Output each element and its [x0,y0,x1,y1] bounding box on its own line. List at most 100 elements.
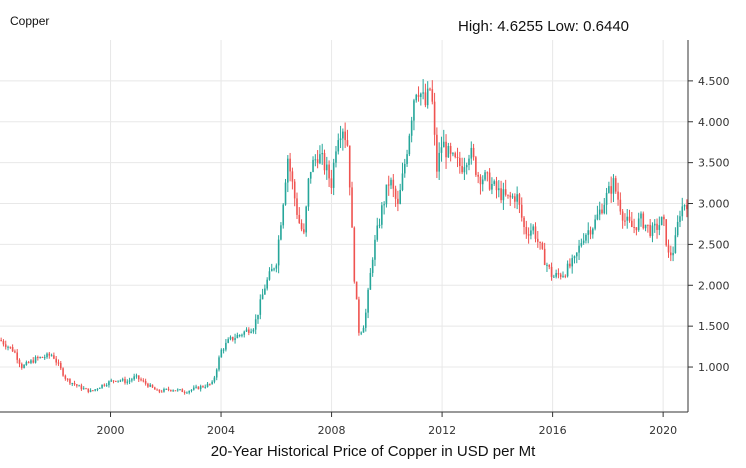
candle-body [57,362,60,364]
candle-body [87,388,90,392]
candle-body [238,334,241,336]
candle-body [160,391,163,393]
candle-body [48,353,51,356]
candle-body [252,329,255,332]
candle-body [367,289,369,313]
candle-body [592,228,594,235]
candle-body [186,392,188,394]
x-tick-label: 2016 [539,424,567,437]
candle-body [594,219,596,229]
candle-body [491,183,493,190]
candle-body [218,357,220,370]
candle-body [429,88,431,90]
candle-body [681,206,684,217]
x-tick-label: 2004 [207,424,235,437]
candle-body [117,380,119,382]
candle-body [241,334,243,336]
candle-body [206,383,209,387]
candle-body [319,154,321,164]
candle-body [103,384,106,386]
candle-body [55,358,57,363]
candle-body [683,205,686,207]
candle-body [422,92,424,94]
candle-body [213,377,216,382]
candle-body [502,189,505,201]
candle-body [0,340,2,342]
candle-body [399,189,401,204]
candle-body [472,147,475,158]
candle-body [273,268,275,270]
candle-body [406,154,408,164]
candle-body [287,158,289,183]
candle-body [330,178,333,188]
x-tick-label: 2012 [428,424,456,437]
candle-body [202,386,204,388]
candle-body [137,375,140,380]
grid-lines [0,40,688,412]
candle-body [71,383,74,385]
candle-body [582,240,585,243]
candle-body [32,360,35,363]
candle-body [617,191,619,200]
candle-body [76,384,78,386]
candle-body [385,184,388,205]
candle-body [456,156,459,158]
candle-body [284,182,287,205]
candle-body [614,178,617,192]
candle-body [82,388,85,390]
candle-body [245,329,248,332]
candle-body [433,101,436,135]
candle-body [16,352,19,360]
candle-body [647,224,649,226]
candle-body [126,381,129,383]
candle-body [195,386,197,388]
candle-body [250,331,252,333]
candle-body [559,274,562,277]
candle-body [674,235,677,253]
candle-body [14,351,16,353]
y-tick-label: 4.500 [698,75,730,88]
candle-body [463,167,466,173]
candle-body [364,312,367,328]
candle-body [335,151,337,163]
candle-body [408,135,411,155]
candle-body [110,380,113,382]
candle-body [635,227,638,231]
candle-body [282,204,285,226]
candle-body [447,146,450,158]
candle-body [332,162,335,188]
candle-body [348,145,351,188]
candle-body [610,186,612,194]
candle-body [381,205,383,225]
candle-body [569,263,571,267]
candle-body [280,225,282,240]
x-tick-label: 2020 [649,424,677,437]
candle-body [229,336,232,340]
candle-body [96,388,99,390]
candle-body [105,385,108,387]
candle-body [312,159,314,172]
candle-body [566,263,569,277]
candle-body [344,131,346,141]
candle-body [351,187,353,228]
candle-body [115,380,117,382]
candle-body [39,356,41,358]
candle-body [181,389,184,393]
candle-body [665,219,668,246]
candle-body [436,134,438,172]
candle-body [355,281,358,300]
candle-body [656,223,658,230]
candle-body [62,368,64,376]
candle-body [603,204,606,214]
x-tick-label: 2000 [97,424,125,437]
y-tick-label: 3.500 [698,157,730,170]
candle-body [133,376,135,380]
candle-body [401,173,404,190]
candle-body [149,384,152,387]
candle-body [651,225,654,236]
candle-body [268,271,271,280]
candle-body [254,319,257,330]
candle-body [231,336,234,340]
candle-body [605,192,608,205]
candle-body [397,198,399,204]
